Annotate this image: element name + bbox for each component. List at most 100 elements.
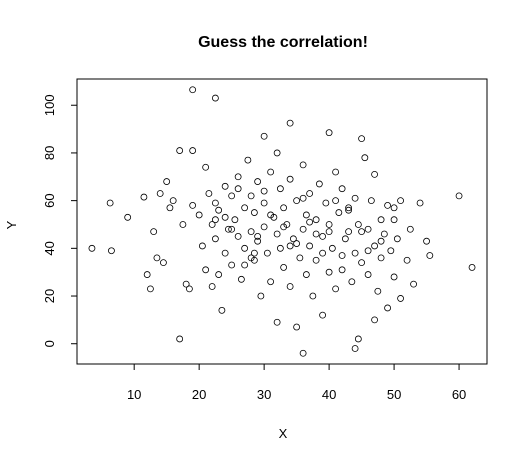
point bbox=[163, 178, 171, 185]
point bbox=[371, 170, 378, 178]
y-tick-label: 20 bbox=[42, 289, 57, 303]
point bbox=[273, 230, 281, 238]
point bbox=[211, 199, 219, 207]
plot-box bbox=[76, 78, 488, 365]
point bbox=[312, 256, 320, 264]
point bbox=[108, 247, 115, 255]
point bbox=[205, 190, 213, 197]
point bbox=[280, 204, 288, 212]
point bbox=[247, 254, 255, 262]
point bbox=[322, 199, 330, 207]
point bbox=[390, 216, 398, 224]
point bbox=[315, 180, 323, 188]
point bbox=[150, 228, 158, 236]
point bbox=[237, 275, 245, 283]
point bbox=[286, 175, 294, 183]
point bbox=[299, 194, 307, 202]
point bbox=[306, 190, 314, 197]
point bbox=[299, 161, 307, 169]
point bbox=[218, 306, 226, 314]
point bbox=[260, 187, 268, 195]
point bbox=[397, 197, 404, 205]
point bbox=[241, 204, 249, 212]
point bbox=[455, 192, 463, 200]
point bbox=[189, 202, 197, 209]
point bbox=[273, 149, 281, 157]
point bbox=[393, 235, 401, 243]
point bbox=[257, 292, 265, 300]
point bbox=[260, 223, 268, 231]
point bbox=[273, 318, 281, 326]
point bbox=[380, 230, 388, 238]
point bbox=[153, 254, 161, 262]
point bbox=[406, 225, 414, 233]
point bbox=[176, 147, 184, 154]
point bbox=[325, 221, 333, 228]
point bbox=[325, 228, 333, 236]
point bbox=[286, 119, 294, 127]
point bbox=[299, 349, 307, 357]
x-tick-label: 30 bbox=[257, 387, 271, 402]
point bbox=[189, 147, 197, 154]
point bbox=[354, 335, 362, 343]
point bbox=[267, 211, 275, 219]
y-axis-label: Y bbox=[4, 220, 19, 229]
point bbox=[276, 185, 284, 193]
point bbox=[189, 86, 197, 94]
point bbox=[182, 280, 190, 288]
point bbox=[221, 213, 229, 221]
point bbox=[325, 129, 333, 137]
point bbox=[143, 271, 151, 278]
point bbox=[358, 135, 365, 143]
point bbox=[426, 252, 434, 259]
point bbox=[341, 235, 349, 243]
point bbox=[338, 185, 346, 193]
y-tick-label: 60 bbox=[42, 193, 57, 207]
point bbox=[319, 249, 327, 257]
point bbox=[377, 216, 385, 224]
point bbox=[332, 285, 340, 293]
point bbox=[345, 206, 353, 214]
point bbox=[338, 252, 346, 259]
point bbox=[354, 221, 362, 228]
point bbox=[208, 221, 216, 228]
point bbox=[156, 190, 164, 197]
point bbox=[403, 256, 411, 264]
x-tick-label: 40 bbox=[322, 387, 336, 402]
point bbox=[332, 168, 340, 176]
point bbox=[361, 154, 369, 162]
point bbox=[345, 204, 353, 212]
point bbox=[332, 197, 340, 205]
point bbox=[263, 249, 271, 257]
point bbox=[228, 192, 236, 200]
point bbox=[202, 163, 210, 171]
point bbox=[215, 271, 223, 278]
point bbox=[247, 228, 255, 236]
y-tick-label: 40 bbox=[42, 241, 57, 255]
point bbox=[228, 261, 236, 269]
point bbox=[140, 193, 148, 201]
point bbox=[293, 240, 301, 247]
point bbox=[423, 237, 430, 245]
x-tick-label: 60 bbox=[452, 387, 466, 402]
point bbox=[234, 233, 242, 240]
point bbox=[312, 216, 320, 224]
point bbox=[293, 323, 301, 331]
point bbox=[211, 216, 219, 224]
point bbox=[254, 237, 262, 245]
point bbox=[358, 259, 365, 267]
point bbox=[345, 228, 353, 236]
point bbox=[397, 295, 404, 302]
point bbox=[241, 244, 249, 252]
point bbox=[244, 156, 252, 164]
point bbox=[371, 316, 378, 324]
y-tick-label: 0 bbox=[42, 340, 57, 347]
point bbox=[267, 278, 275, 286]
x-tick-label: 20 bbox=[192, 387, 206, 402]
point bbox=[267, 168, 275, 176]
point bbox=[390, 273, 398, 281]
point bbox=[289, 235, 297, 243]
point bbox=[88, 244, 96, 252]
point bbox=[286, 242, 294, 250]
